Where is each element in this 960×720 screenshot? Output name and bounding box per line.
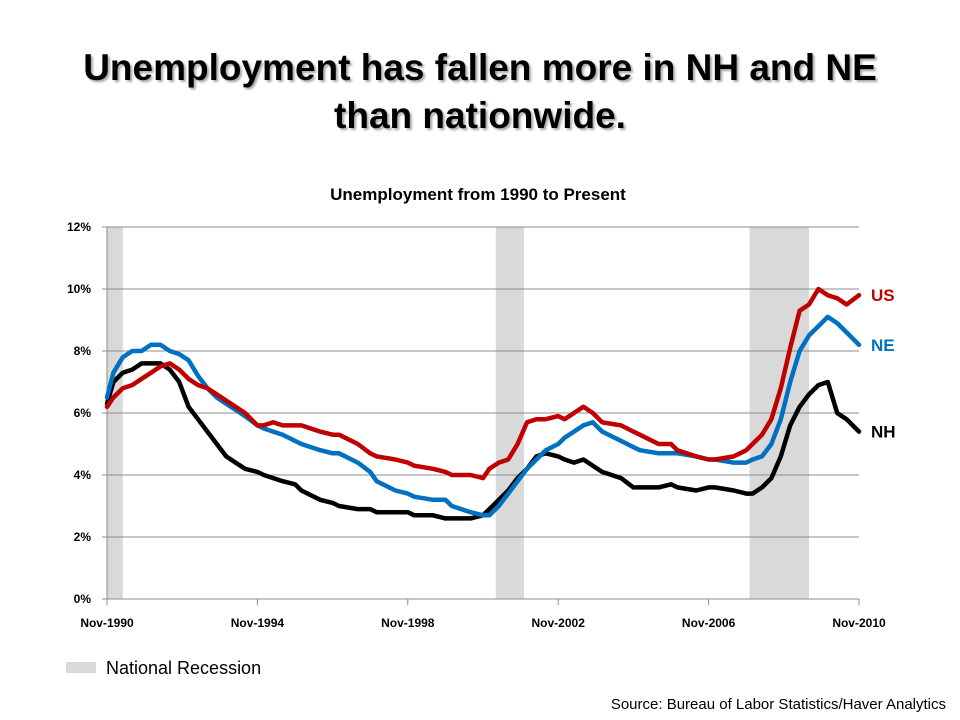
series-line-nh — [104, 361, 862, 521]
x-tick-label: Nov-2006 — [682, 616, 736, 630]
series-lines — [104, 286, 862, 521]
gridlines — [107, 226, 859, 538]
x-tick-labels: Nov-1990 Nov-1994 Nov-1998 Nov-2002 Nov-2006… — [80, 599, 886, 630]
y-tick-label: 6% — [74, 406, 92, 420]
y-tick-label: 12% — [67, 220, 91, 234]
chart-title: Unemployment from 1990 to Present — [330, 185, 626, 204]
y-tick-label: 10% — [67, 282, 91, 296]
slide-title: Unemployment has fallen more in NH and N… — [83, 47, 877, 136]
series-label-ne: NE — [871, 336, 895, 355]
y-tick-label: 4% — [74, 468, 92, 482]
legend-label: National Recession — [106, 658, 261, 678]
x-tick-label: Nov-1994 — [231, 616, 285, 630]
source-note: Source: Bureau of Labor Statistics/Haver… — [611, 696, 946, 713]
axes — [102, 226, 859, 600]
y-tick-label: 8% — [74, 344, 92, 358]
x-tick-label: Nov-1990 — [80, 616, 134, 630]
y-tick-label: 0% — [74, 592, 92, 606]
series-line-ne — [104, 314, 862, 518]
series-labels: US NE NH — [871, 286, 896, 441]
y-tick-labels: 0% 2% 4% 6% 8% 10% 12% — [67, 220, 91, 606]
x-tick-label: Nov-2010 — [832, 616, 886, 630]
series-label-us: US — [871, 286, 895, 305]
series-line-us — [104, 286, 862, 481]
series-label-nh: NH — [871, 423, 896, 442]
x-tick-label: Nov-2002 — [532, 616, 586, 630]
y-tick-label: 2% — [74, 530, 92, 544]
legend-swatch — [66, 662, 96, 673]
x-tick-label: Nov-1998 — [381, 616, 435, 630]
